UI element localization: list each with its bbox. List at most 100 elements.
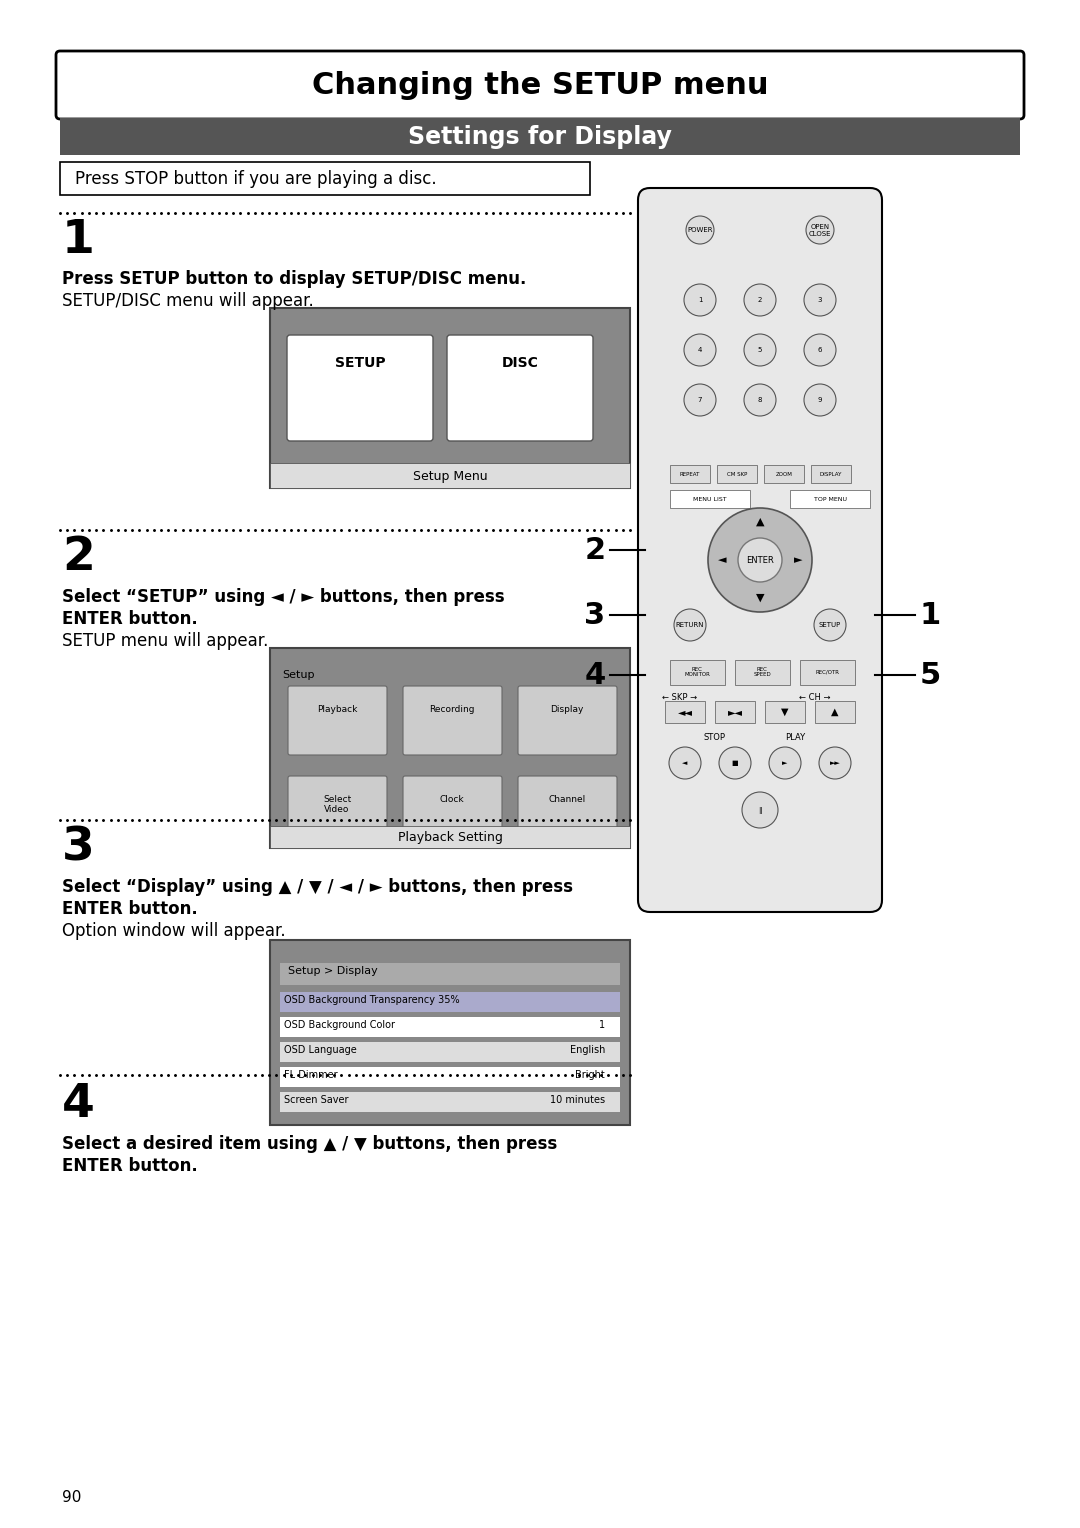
- Text: ENTER button.: ENTER button.: [62, 610, 198, 628]
- FancyBboxPatch shape: [403, 686, 502, 755]
- Bar: [270, 648, 630, 848]
- Bar: [60, 162, 590, 196]
- Text: ENTER button.: ENTER button.: [62, 900, 198, 918]
- Circle shape: [684, 384, 716, 416]
- Text: OPEN
CLOSE: OPEN CLOSE: [809, 223, 832, 237]
- Circle shape: [708, 507, 812, 613]
- Text: 1: 1: [62, 219, 95, 263]
- Text: REC
SPEED: REC SPEED: [753, 666, 771, 677]
- Circle shape: [674, 610, 706, 642]
- FancyBboxPatch shape: [288, 686, 387, 755]
- Bar: [60, 118, 1020, 154]
- Text: ◄: ◄: [718, 555, 726, 565]
- Circle shape: [684, 284, 716, 316]
- Text: 2: 2: [62, 535, 95, 581]
- Text: ►: ►: [794, 555, 802, 565]
- Text: Changing the SETUP menu: Changing the SETUP menu: [312, 70, 768, 99]
- Text: RETURN: RETURN: [676, 622, 704, 628]
- Text: Setup > Display: Setup > Display: [288, 966, 378, 976]
- Bar: [764, 465, 804, 483]
- FancyBboxPatch shape: [288, 776, 387, 845]
- Bar: [270, 309, 630, 487]
- Text: 9: 9: [818, 397, 822, 403]
- Text: Select a desired item using ▲ / ▼ buttons, then press: Select a desired item using ▲ / ▼ button…: [62, 1135, 557, 1154]
- Text: Playback: Playback: [316, 704, 357, 714]
- Text: Settings for Display: Settings for Display: [408, 124, 672, 148]
- Text: SETUP: SETUP: [819, 622, 841, 628]
- Circle shape: [719, 747, 751, 779]
- Text: ▼: ▼: [756, 593, 765, 604]
- Text: PLAY: PLAY: [785, 733, 805, 743]
- Text: 10 minutes: 10 minutes: [550, 1096, 605, 1105]
- Text: 6: 6: [818, 347, 822, 353]
- Text: 3: 3: [62, 825, 95, 869]
- Circle shape: [804, 284, 836, 316]
- Text: CM SKP: CM SKP: [727, 472, 747, 477]
- Text: 2: 2: [584, 535, 606, 564]
- Bar: [815, 701, 855, 723]
- Text: 4: 4: [584, 660, 606, 689]
- Circle shape: [669, 747, 701, 779]
- Text: ►: ►: [782, 759, 787, 766]
- Circle shape: [769, 747, 801, 779]
- Text: Channel: Channel: [549, 795, 585, 804]
- Text: Select
Video: Select Video: [323, 795, 351, 814]
- Bar: [280, 1093, 620, 1112]
- FancyBboxPatch shape: [287, 335, 433, 442]
- FancyBboxPatch shape: [518, 776, 617, 845]
- Text: DISPLAY: DISPLAY: [820, 472, 842, 477]
- Text: FL Dimmer: FL Dimmer: [284, 1070, 338, 1080]
- Text: Press STOP button if you are playing a disc.: Press STOP button if you are playing a d…: [75, 170, 436, 188]
- Bar: [280, 963, 620, 986]
- Text: SETUP/DISC menu will appear.: SETUP/DISC menu will appear.: [62, 292, 314, 310]
- FancyBboxPatch shape: [447, 335, 593, 442]
- Text: Setup Menu: Setup Menu: [413, 469, 487, 483]
- Bar: [670, 490, 750, 507]
- Text: OSD Background Color: OSD Background Color: [284, 1021, 395, 1030]
- Text: ►◄: ►◄: [728, 707, 743, 717]
- Text: ‖: ‖: [758, 807, 761, 813]
- Text: POWER: POWER: [687, 228, 713, 232]
- Bar: [280, 992, 620, 1012]
- FancyBboxPatch shape: [638, 188, 882, 912]
- Circle shape: [744, 335, 777, 367]
- Bar: [280, 1042, 620, 1062]
- Text: SETUP: SETUP: [335, 356, 386, 370]
- Circle shape: [738, 538, 782, 582]
- Text: 8: 8: [758, 397, 762, 403]
- Circle shape: [806, 215, 834, 244]
- FancyBboxPatch shape: [518, 686, 617, 755]
- Text: Playback Setting: Playback Setting: [397, 831, 502, 843]
- Text: REC
MONITOR: REC MONITOR: [684, 666, 710, 677]
- Text: Select “SETUP” using ◄ / ► buttons, then press: Select “SETUP” using ◄ / ► buttons, then…: [62, 588, 504, 607]
- Text: 5: 5: [758, 347, 762, 353]
- Text: 4: 4: [698, 347, 702, 353]
- Text: 3: 3: [584, 601, 606, 630]
- Bar: [270, 463, 630, 487]
- Text: ▲: ▲: [832, 707, 839, 717]
- Bar: [800, 660, 855, 685]
- Bar: [280, 1018, 620, 1038]
- Text: 5: 5: [919, 660, 941, 689]
- Bar: [665, 701, 705, 723]
- Bar: [715, 701, 755, 723]
- Text: Press SETUP button to display SETUP/DISC menu.: Press SETUP button to display SETUP/DISC…: [62, 270, 526, 287]
- FancyBboxPatch shape: [403, 776, 502, 845]
- Text: OSD Background Transparency 35%: OSD Background Transparency 35%: [284, 995, 460, 1005]
- Circle shape: [814, 610, 846, 642]
- Text: Clock: Clock: [440, 795, 464, 804]
- Text: Bright: Bright: [576, 1070, 605, 1080]
- Text: 1: 1: [599, 1021, 605, 1030]
- Text: ◄: ◄: [683, 759, 688, 766]
- Circle shape: [686, 215, 714, 244]
- Bar: [717, 465, 757, 483]
- Bar: [765, 701, 805, 723]
- Text: ← SKP →: ← SKP →: [662, 694, 698, 701]
- Bar: [670, 660, 725, 685]
- Bar: [280, 1067, 620, 1086]
- Text: REC/OTR: REC/OTR: [815, 669, 839, 674]
- Circle shape: [744, 284, 777, 316]
- Text: 90: 90: [62, 1490, 81, 1505]
- Bar: [735, 660, 789, 685]
- Text: ENTER: ENTER: [746, 556, 774, 564]
